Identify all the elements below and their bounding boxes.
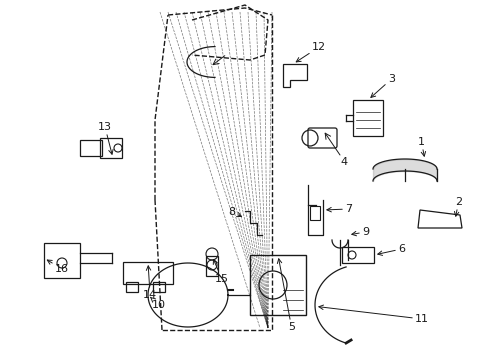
Text: 12: 12 (296, 42, 325, 62)
Text: 1: 1 (417, 137, 425, 156)
Text: 3: 3 (370, 74, 394, 98)
Text: 5: 5 (277, 259, 294, 332)
Text: 8: 8 (227, 207, 241, 217)
Text: 15: 15 (213, 260, 228, 284)
Text: 16: 16 (47, 260, 69, 274)
Text: 9: 9 (351, 227, 368, 237)
Text: 6: 6 (377, 244, 404, 255)
Text: 7: 7 (326, 204, 351, 214)
Text: 4: 4 (339, 157, 346, 167)
Text: 10: 10 (150, 297, 165, 310)
Text: 11: 11 (318, 305, 428, 324)
Text: 2: 2 (453, 197, 461, 216)
Text: 13: 13 (98, 122, 113, 154)
Text: 14: 14 (142, 266, 157, 300)
